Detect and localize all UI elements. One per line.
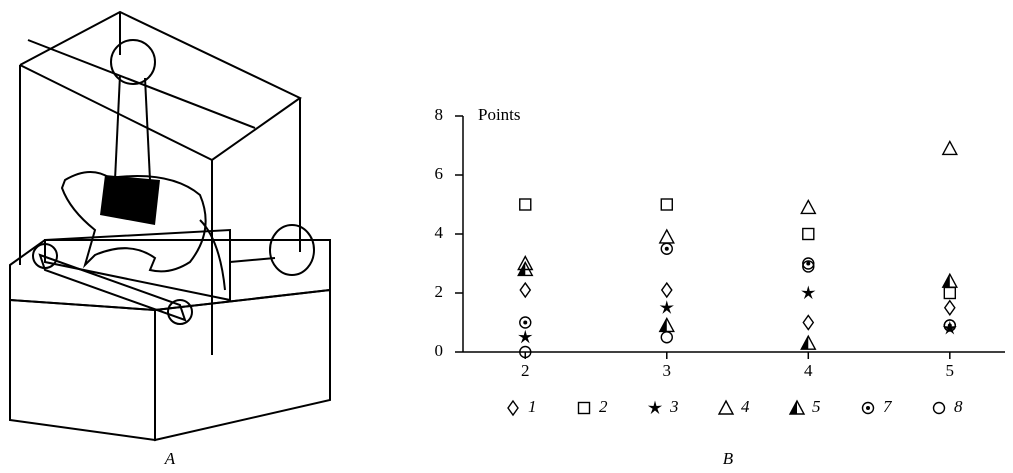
point xyxy=(520,317,531,328)
marker-shape xyxy=(866,406,870,410)
point xyxy=(945,301,955,315)
legend-label: 4 xyxy=(741,397,750,416)
marker-shape xyxy=(520,199,531,210)
marker-shape xyxy=(648,401,662,415)
marker-shape xyxy=(934,403,945,414)
point xyxy=(520,283,530,297)
figure: A B Points 0 2 4 6 8 2 3 4 5 1 2 3 4 5 7 8 xyxy=(0,0,1013,473)
marker-shape xyxy=(801,286,815,300)
marker-shape xyxy=(520,283,530,297)
legend-label: 5 xyxy=(812,397,821,416)
point xyxy=(801,286,815,300)
point xyxy=(661,199,672,210)
x-tick-label: 5 xyxy=(946,361,955,380)
marker-shape xyxy=(665,247,669,251)
marker-shape xyxy=(806,262,810,266)
marker-shape xyxy=(579,403,590,414)
legend-label: 1 xyxy=(528,397,537,416)
legend-marker xyxy=(648,401,662,415)
treadmill-drawing xyxy=(10,12,330,440)
marker-shape xyxy=(660,230,674,243)
legend-marker xyxy=(719,401,733,414)
marker-shape xyxy=(803,316,813,330)
point xyxy=(661,332,672,343)
point xyxy=(801,336,815,349)
legend-marker xyxy=(934,403,945,414)
x-tick-label: 3 xyxy=(663,361,672,380)
y-tick-label: 4 xyxy=(435,223,444,242)
marker-shape xyxy=(944,288,955,299)
point xyxy=(518,330,532,344)
point xyxy=(660,318,674,331)
marker-shape xyxy=(803,229,814,240)
marker-shape xyxy=(523,321,527,325)
marker-shape xyxy=(661,199,672,210)
legend-label: 8 xyxy=(954,397,963,416)
panel-label: A xyxy=(164,449,176,468)
marker-shape xyxy=(943,141,957,154)
y-axis-label: Points xyxy=(478,105,521,124)
point xyxy=(943,274,957,287)
legend-label: 7 xyxy=(883,397,893,416)
point xyxy=(660,230,674,243)
legend-label: 3 xyxy=(669,397,679,416)
marker-shape xyxy=(945,301,955,315)
point xyxy=(943,141,957,154)
legend-marker xyxy=(863,403,874,414)
legend-label: 2 xyxy=(599,397,608,416)
x-tick-label: 4 xyxy=(804,361,813,380)
legend-marker xyxy=(790,401,804,414)
legend-marker xyxy=(508,401,518,415)
marker-shape xyxy=(662,283,672,297)
point xyxy=(801,200,815,213)
point xyxy=(944,288,955,299)
point xyxy=(662,283,672,297)
point xyxy=(660,300,674,314)
y-tick-label: 0 xyxy=(435,341,444,360)
point xyxy=(520,199,531,210)
y-tick-label: 6 xyxy=(435,164,444,183)
marker-shape xyxy=(518,330,532,344)
point xyxy=(803,229,814,240)
y-tick-label: 8 xyxy=(435,105,444,124)
marker-shape xyxy=(508,401,518,415)
panel-label: B xyxy=(723,449,734,468)
legend-marker xyxy=(579,403,590,414)
x-tick-label: 2 xyxy=(521,361,530,380)
point xyxy=(661,243,672,254)
marker-shape xyxy=(661,332,672,343)
marker-shape xyxy=(660,300,674,314)
marker-shape xyxy=(719,401,733,414)
y-tick-label: 2 xyxy=(435,282,444,301)
marker-shape xyxy=(801,200,815,213)
marker-shape xyxy=(948,323,952,327)
point xyxy=(803,316,813,330)
